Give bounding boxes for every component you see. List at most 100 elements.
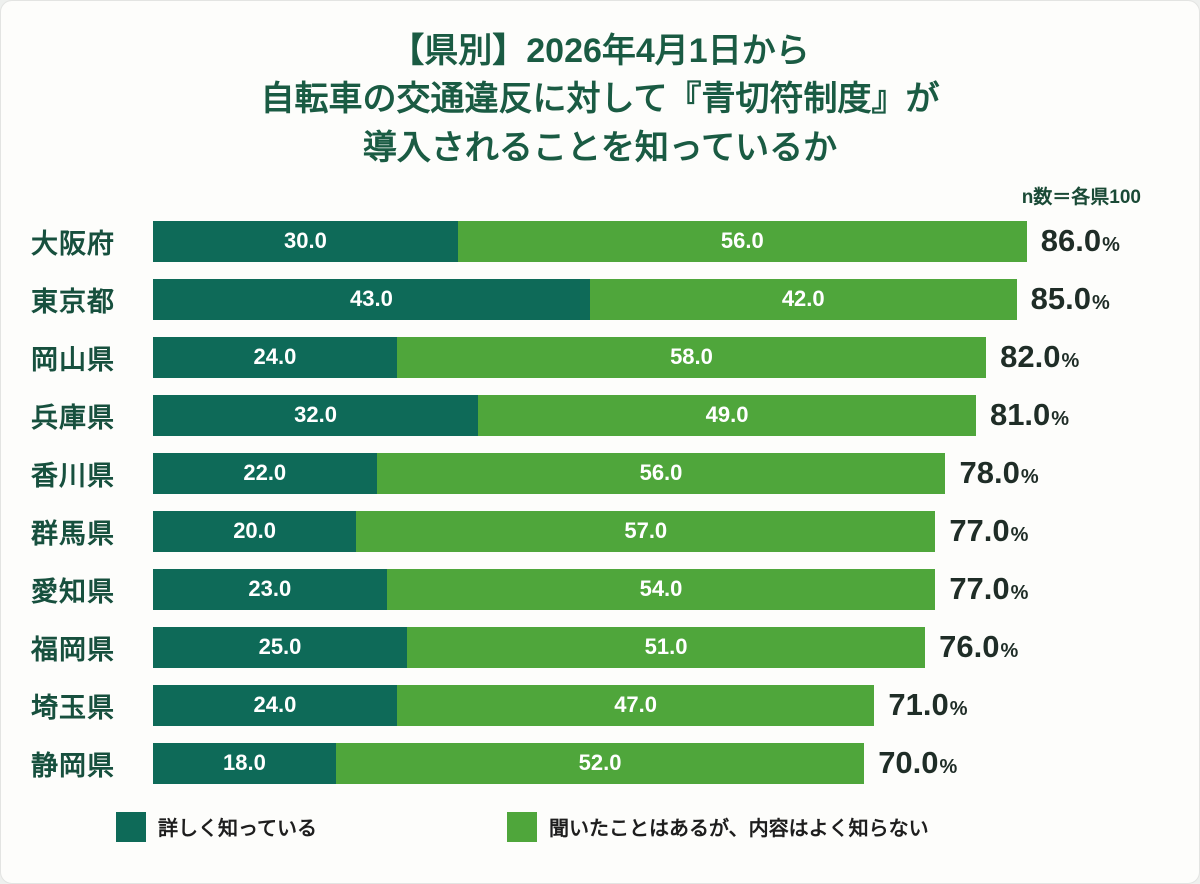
total-value: 86.0 bbox=[1040, 223, 1102, 259]
segment-value-label: 32.0 bbox=[294, 402, 337, 428]
bar-segment-known-well: 20.0 bbox=[153, 510, 357, 552]
percent-sign: % bbox=[1010, 582, 1029, 605]
total-label: 77.0% bbox=[949, 571, 1028, 607]
total-label: 86.0% bbox=[1041, 223, 1120, 259]
stacked-bar: 22.0 56.0 bbox=[153, 452, 946, 494]
total-value: 71.0 bbox=[888, 687, 949, 723]
percent-sign: % bbox=[1051, 408, 1070, 431]
segment-value-label: 42.0 bbox=[781, 286, 825, 312]
category-label: 愛知県 bbox=[31, 576, 115, 607]
bar-segment-known-well: 23.0 bbox=[153, 568, 387, 610]
plot-area: 43.0 42.0 85.0% bbox=[153, 278, 1169, 320]
total-value: 77.0 bbox=[949, 513, 1010, 549]
legend-item: 聞いたことはあるが、内容はよく知らない bbox=[507, 811, 929, 842]
percent-sign: % bbox=[1102, 234, 1120, 257]
bar-segment-known-well: 24.0 bbox=[153, 684, 397, 726]
segment-value-label: 23.0 bbox=[248, 576, 292, 602]
category-label: 埼玉県 bbox=[31, 692, 115, 723]
chart-row: 福岡県 25.0 51.0 76.0% bbox=[31, 626, 1169, 668]
total-label: 77.0% bbox=[949, 513, 1028, 549]
bar-segment-heard-only: 51.0 bbox=[407, 626, 926, 668]
category-label: 岡山県 bbox=[31, 344, 115, 375]
segment-value-label: 30.0 bbox=[283, 228, 327, 254]
legend-item: 詳しく知っている bbox=[116, 811, 317, 842]
total-label: 81.0% bbox=[990, 397, 1069, 433]
segment-value-label: 20.0 bbox=[233, 518, 277, 544]
bar-segment-heard-only: 56.0 bbox=[376, 452, 946, 494]
segment-value-label: 43.0 bbox=[350, 286, 393, 312]
sample-size-note: n数＝各県100 bbox=[1021, 186, 1141, 208]
segment-value-label: 54.0 bbox=[639, 576, 683, 602]
plot-area: 20.0 57.0 77.0% bbox=[153, 510, 1169, 552]
chart-title: 【県別】2026年4月1日から 自転車の交通違反に対して『青切符制度』が 導入さ… bbox=[31, 27, 1169, 172]
chart-row: 大阪府 30.0 56.0 86.0% bbox=[31, 220, 1169, 262]
bar-segment-heard-only: 58.0 bbox=[396, 336, 987, 378]
chart-row: 愛知県 23.0 54.0 77.0% bbox=[31, 568, 1169, 610]
chart-row: 埼玉県 24.0 47.0 71.0% bbox=[31, 684, 1169, 726]
plot-area: 32.0 49.0 81.0% bbox=[153, 394, 1169, 436]
chart-row: 東京都 43.0 42.0 85.0% bbox=[31, 278, 1169, 320]
percent-sign: % bbox=[1020, 466, 1039, 489]
category-label: 福岡県 bbox=[31, 634, 115, 665]
bar-segment-known-well: 24.0 bbox=[153, 336, 397, 378]
total-value: 85.0 bbox=[1030, 281, 1091, 317]
segment-value-label: 47.0 bbox=[614, 692, 658, 718]
legend-label: 聞いたことはあるが、内容はよく知らない bbox=[549, 818, 929, 841]
bar-segment-known-well: 32.0 bbox=[153, 394, 479, 436]
total-value: 78.0 bbox=[959, 455, 1020, 491]
total-label: 82.0% bbox=[1000, 339, 1079, 375]
stacked-bar: 30.0 56.0 bbox=[153, 220, 1027, 262]
plot-area: 24.0 47.0 71.0% bbox=[153, 684, 1169, 726]
plot-area: 22.0 56.0 78.0% bbox=[153, 452, 1169, 494]
chart-row: 群馬県 20.0 57.0 77.0% bbox=[31, 510, 1169, 552]
bar-segment-heard-only: 54.0 bbox=[386, 568, 936, 610]
stacked-bar: 23.0 54.0 bbox=[153, 568, 936, 610]
plot-area: 23.0 54.0 77.0% bbox=[153, 568, 1169, 610]
percent-sign: % bbox=[1000, 640, 1019, 663]
stacked-bar: 20.0 57.0 bbox=[153, 510, 936, 552]
bar-segment-heard-only: 47.0 bbox=[396, 684, 875, 726]
bar-segment-heard-only: 52.0 bbox=[335, 742, 865, 784]
percent-sign: % bbox=[1010, 524, 1029, 547]
chart-row: 岡山県 24.0 58.0 82.0% bbox=[31, 336, 1169, 378]
percent-sign: % bbox=[1091, 292, 1110, 315]
bar-segment-heard-only: 49.0 bbox=[478, 394, 976, 436]
segment-value-label: 24.0 bbox=[253, 344, 297, 370]
stacked-bar: 24.0 47.0 bbox=[153, 684, 875, 726]
bar-segment-known-well: 25.0 bbox=[153, 626, 407, 668]
bar-segment-known-well: 18.0 bbox=[153, 742, 336, 784]
total-value: 82.0 bbox=[1000, 339, 1061, 375]
stacked-bar: 18.0 52.0 bbox=[153, 742, 865, 784]
percent-sign: % bbox=[1061, 350, 1080, 373]
segment-value-label: 51.0 bbox=[644, 634, 688, 660]
plot-area: 30.0 56.0 86.0% bbox=[153, 220, 1169, 262]
legend-swatch bbox=[507, 811, 537, 842]
segment-value-label: 52.0 bbox=[578, 750, 622, 776]
chart-row: 兵庫県 32.0 49.0 81.0% bbox=[31, 394, 1169, 436]
total-value: 70.0 bbox=[878, 745, 939, 781]
segment-value-label: 25.0 bbox=[258, 634, 302, 660]
bar-segment-known-well: 22.0 bbox=[153, 452, 377, 494]
plot-area: 18.0 52.0 70.0% bbox=[153, 742, 1169, 784]
legend-swatch bbox=[116, 811, 146, 842]
category-label: 東京都 bbox=[31, 286, 115, 317]
stacked-bar: 43.0 42.0 bbox=[153, 278, 1017, 320]
total-label: 71.0% bbox=[888, 687, 967, 723]
plot-area: 25.0 51.0 76.0% bbox=[153, 626, 1169, 668]
segment-value-label: 58.0 bbox=[670, 344, 713, 370]
total-label: 70.0% bbox=[878, 745, 957, 781]
stacked-bar: 24.0 58.0 bbox=[153, 336, 987, 378]
segment-value-label: 57.0 bbox=[624, 518, 668, 544]
chart-title-line2: 自転車の交通違反に対して『青切符制度』が bbox=[260, 80, 940, 119]
chart-row: 静岡県 18.0 52.0 70.0% bbox=[31, 742, 1169, 784]
chart-title-line1: 【県別】2026年4月1日から bbox=[390, 32, 810, 70]
bar-segment-heard-only: 57.0 bbox=[356, 510, 936, 552]
segment-value-label: 24.0 bbox=[253, 692, 297, 718]
segment-value-label: 56.0 bbox=[639, 460, 683, 486]
legend: 詳しく知っている 聞いたことはあるが、内容はよく知らない bbox=[31, 811, 1169, 842]
total-value: 77.0 bbox=[949, 571, 1010, 607]
bar-segment-heard-only: 42.0 bbox=[589, 278, 1017, 320]
stacked-bar: 25.0 51.0 bbox=[153, 626, 926, 668]
total-label: 76.0% bbox=[939, 629, 1018, 665]
